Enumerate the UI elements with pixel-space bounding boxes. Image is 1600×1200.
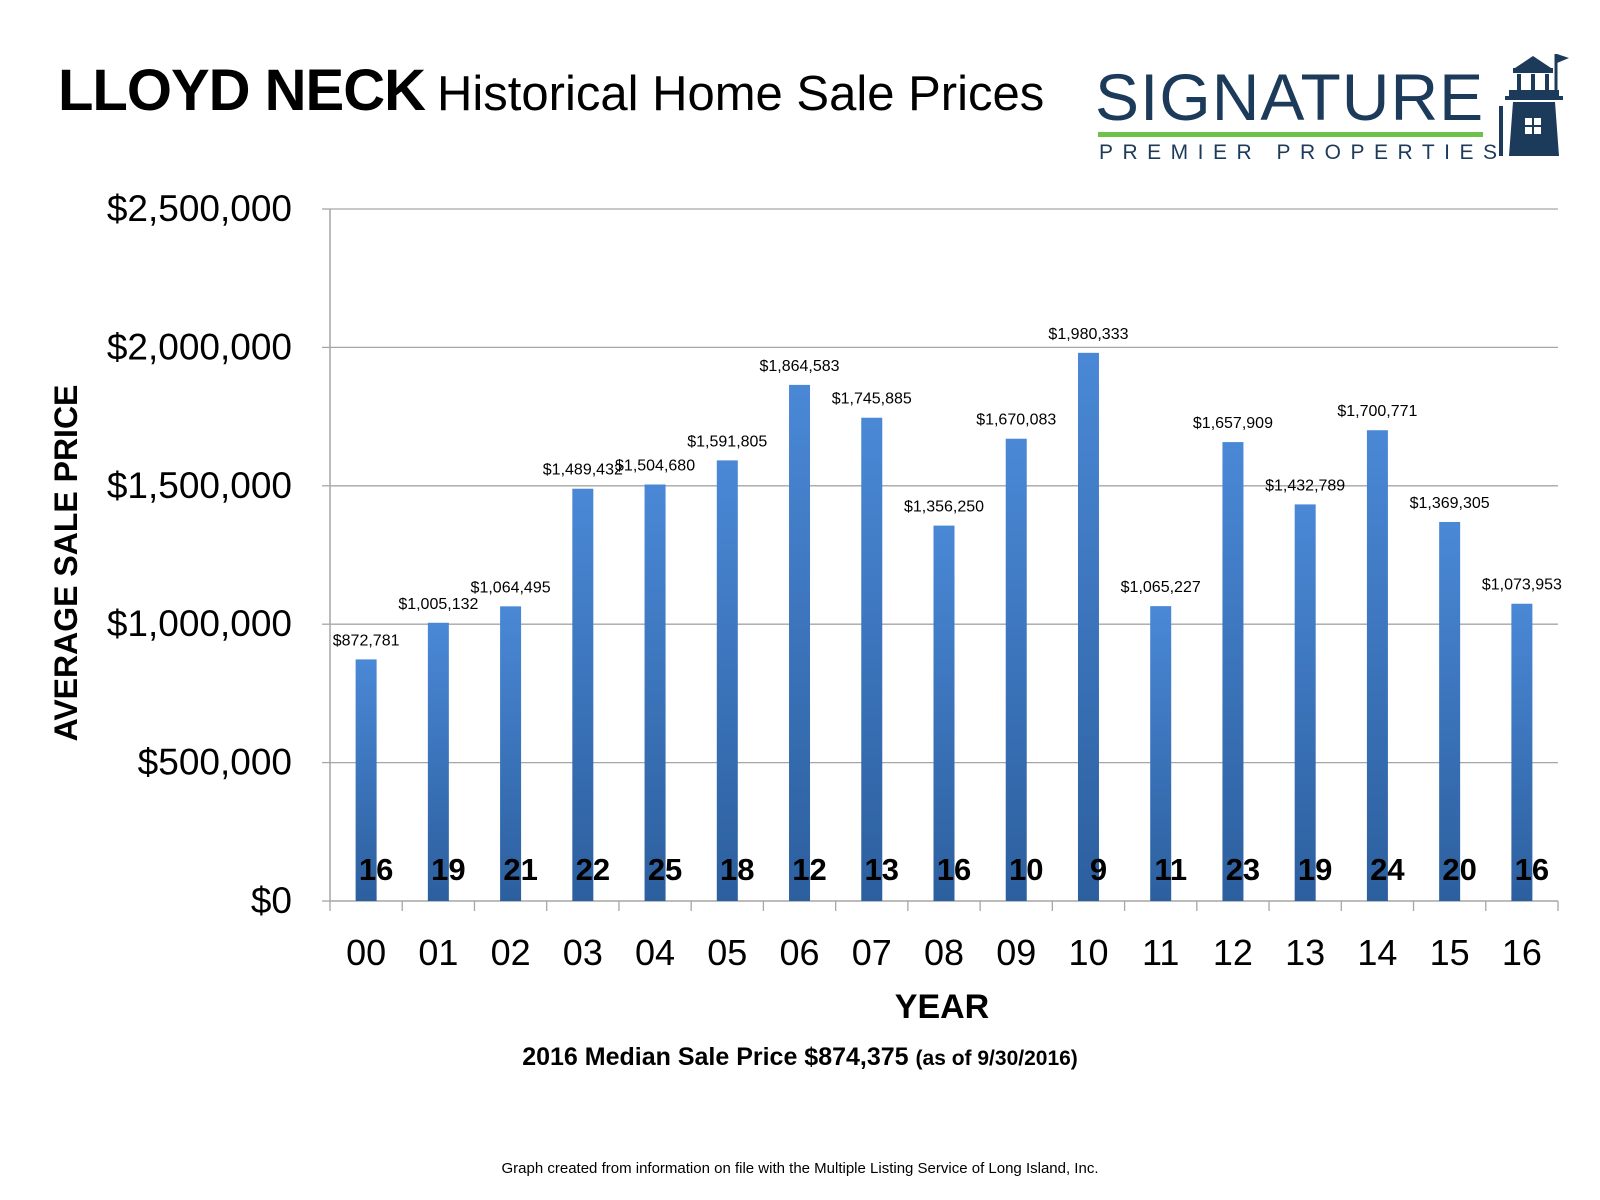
bar bbox=[1511, 603, 1533, 901]
bar-count-label: 22 bbox=[576, 852, 610, 887]
bar-value-label: $1,591,805 bbox=[687, 433, 767, 450]
bar-count-label: 16 bbox=[937, 852, 971, 887]
x-tick-label: 05 bbox=[707, 932, 747, 973]
bar bbox=[789, 384, 811, 901]
x-tick-label: 13 bbox=[1285, 932, 1325, 973]
bar-value-label: $1,700,771 bbox=[1337, 403, 1417, 420]
bar bbox=[1222, 442, 1244, 901]
company-logo: SIGNATURE PREMIER PROPERTIES bbox=[1095, 50, 1575, 170]
median-price-note: 2016 Median Sale Price $874,375 (as of 9… bbox=[0, 1043, 1600, 1072]
y-tick-label: $1,000,000 bbox=[107, 603, 292, 644]
bar-value-label: $1,980,333 bbox=[1048, 326, 1128, 343]
y-tick-label: $2,000,000 bbox=[107, 326, 292, 367]
bar-count-label: 20 bbox=[1442, 852, 1476, 887]
bar bbox=[355, 659, 377, 901]
bar-count-label: 18 bbox=[720, 852, 754, 887]
logo-underline bbox=[1098, 132, 1483, 137]
bar-count-label: 19 bbox=[431, 852, 465, 887]
x-tick-label: 14 bbox=[1357, 932, 1397, 973]
x-axis-title: YEAR bbox=[895, 988, 989, 1026]
bar bbox=[1294, 504, 1316, 901]
y-axis-title: AVERAGE SALE PRICE bbox=[48, 385, 84, 742]
title-subject: Historical Home Sale Prices bbox=[437, 67, 1045, 121]
y-tick-label: $2,500,000 bbox=[107, 188, 292, 229]
bar bbox=[861, 417, 883, 901]
bar bbox=[1366, 430, 1388, 901]
median-price-date: (as of 9/30/2016) bbox=[915, 1047, 1078, 1070]
bar bbox=[933, 525, 955, 901]
median-price-text: 2016 Median Sale Price $874,375 bbox=[522, 1043, 909, 1071]
source-credit: Graph created from information on file w… bbox=[501, 1160, 1099, 1177]
bar-value-label: $1,745,885 bbox=[832, 391, 912, 408]
bar bbox=[572, 488, 594, 901]
bar bbox=[1439, 521, 1461, 901]
bar bbox=[427, 622, 449, 901]
logo-tagline: PREMIER PROPERTIES bbox=[1099, 141, 1507, 164]
x-tick-label: 09 bbox=[996, 932, 1036, 973]
bar bbox=[716, 460, 738, 901]
bar bbox=[1005, 438, 1027, 901]
bar-value-label: $1,432,789 bbox=[1265, 477, 1345, 494]
x-tick-label: 04 bbox=[635, 932, 675, 973]
bar bbox=[644, 484, 666, 901]
bar-count-label: 25 bbox=[648, 852, 682, 887]
x-tick-label: 07 bbox=[852, 932, 892, 973]
bar-count-label: 11 bbox=[1154, 852, 1187, 887]
x-tick-label: 12 bbox=[1213, 932, 1253, 973]
title-location: LLOYD NECK bbox=[58, 58, 426, 123]
x-tick-label: 01 bbox=[418, 932, 458, 973]
bar-value-label: $1,504,680 bbox=[615, 458, 695, 475]
bar-value-label: $1,657,909 bbox=[1193, 415, 1273, 432]
bar-count-label: 23 bbox=[1226, 852, 1260, 887]
bar-count-label: 24 bbox=[1370, 852, 1405, 887]
bar-count-label: 12 bbox=[792, 852, 826, 887]
bar-count-label: 9 bbox=[1090, 852, 1107, 887]
bar-value-label: $1,005,132 bbox=[398, 596, 478, 613]
bar-count-label: 13 bbox=[865, 852, 899, 887]
x-tick-label: 11 bbox=[1142, 932, 1179, 973]
bar bbox=[1077, 352, 1099, 901]
bar-value-label: $1,489,432 bbox=[543, 462, 623, 479]
bar-value-label: $1,356,250 bbox=[904, 499, 984, 516]
x-tick-label: 03 bbox=[563, 932, 603, 973]
lighthouse-icon bbox=[1499, 54, 1569, 156]
bar-value-label: $1,064,495 bbox=[471, 579, 551, 596]
y-tick-label: $500,000 bbox=[138, 742, 292, 783]
bar-count-label: 16 bbox=[1515, 852, 1549, 887]
bar-count-label: 10 bbox=[1009, 852, 1043, 887]
y-tick-label: $1,500,000 bbox=[107, 465, 292, 506]
bar-count-label: 19 bbox=[1298, 852, 1332, 887]
bar-value-label: $872,781 bbox=[333, 632, 400, 649]
y-tick-label: $0 bbox=[251, 880, 292, 921]
x-tick-label: 08 bbox=[924, 932, 964, 973]
bar-value-label: $1,670,083 bbox=[976, 412, 1056, 429]
x-tick-label: 16 bbox=[1502, 932, 1542, 973]
bar bbox=[500, 606, 522, 901]
logo-brand-text: SIGNATURE bbox=[1095, 60, 1485, 134]
bar-value-label: $1,065,227 bbox=[1121, 579, 1201, 596]
page-title: LLOYD NECK Historical Home Sale Prices bbox=[58, 62, 1044, 120]
bar-chart: $0 $500,000 $1,000,000 $1,500,000 $2,000,000… bbox=[48, 188, 1562, 1026]
bar-value-label: $1,864,583 bbox=[759, 358, 839, 375]
x-tick-label: 10 bbox=[1068, 932, 1108, 973]
bar-value-label: $1,369,305 bbox=[1410, 495, 1490, 512]
x-tick-label: 00 bbox=[346, 932, 386, 973]
bar-count-label: 21 bbox=[503, 852, 537, 887]
x-tick-label: 15 bbox=[1430, 932, 1470, 973]
x-tick-label: 06 bbox=[780, 932, 820, 973]
bar bbox=[1150, 606, 1172, 901]
bar-value-label: $1,073,953 bbox=[1482, 577, 1562, 594]
x-tick-label: 02 bbox=[491, 932, 531, 973]
bar-count-label: 16 bbox=[359, 852, 393, 887]
